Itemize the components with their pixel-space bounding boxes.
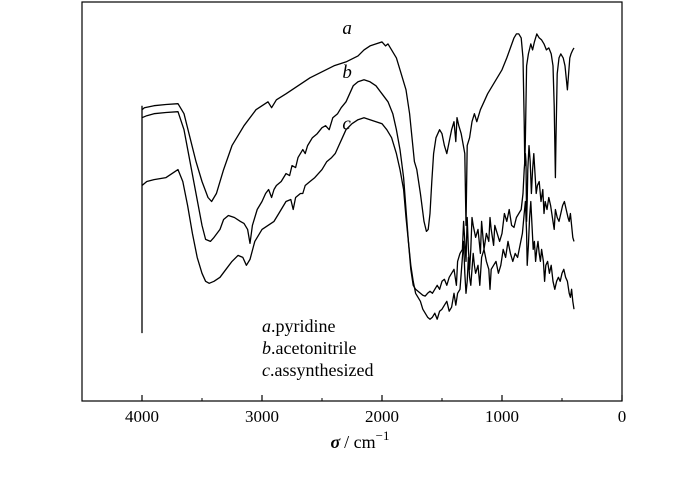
legend-entry-a: a.pyridine (262, 316, 336, 336)
series-label-c: c (342, 114, 351, 135)
legend-entry-b: b.acetonitrile (262, 338, 356, 358)
series-label-b: b (342, 62, 352, 83)
x-tick-label: 3000 (245, 407, 279, 426)
x-tick-label: 0 (618, 407, 627, 426)
series-line-c (141, 117, 575, 320)
spectra-lines (141, 33, 575, 334)
plot-frame (81, 1, 623, 402)
series-labels: a b c (342, 18, 352, 135)
series-line-a (141, 33, 575, 233)
legend: a.pyridine b.acetonitrile c.assynthesize… (262, 316, 373, 380)
x-axis-ticks: 4000 3000 2000 1000 0 (81, 395, 627, 426)
x-tick-label: 2000 (365, 407, 399, 426)
x-tick-label: 1000 (485, 407, 519, 426)
series-line-b (141, 79, 575, 297)
series-label-a: a (342, 18, 352, 39)
legend-entry-c: c.assynthesized (262, 360, 373, 380)
x-tick-label: 4000 (125, 407, 159, 426)
x-axis-title: σ / cm−1 (330, 428, 389, 452)
